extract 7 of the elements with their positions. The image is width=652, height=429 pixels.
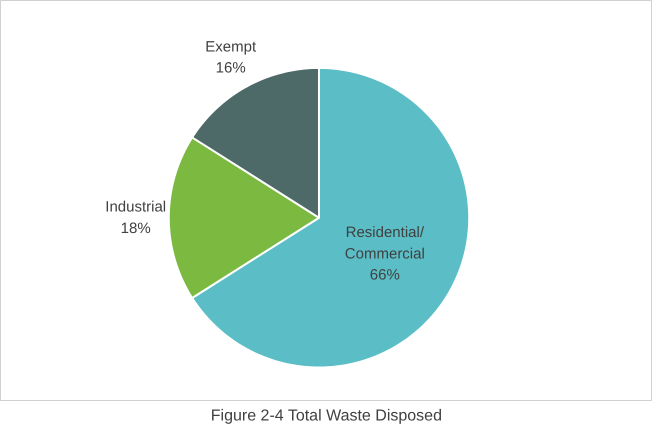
slice-label: Residential/Commercial [344,224,425,262]
data-label: 16% [216,60,246,77]
text: Figure 2-4 Total Waste Disposed [210,408,442,424]
data-label: 18% [120,220,151,237]
slice-label: Industrial [105,198,166,216]
slice-label: Exempt [205,38,257,56]
data-label: 66% [370,266,400,284]
